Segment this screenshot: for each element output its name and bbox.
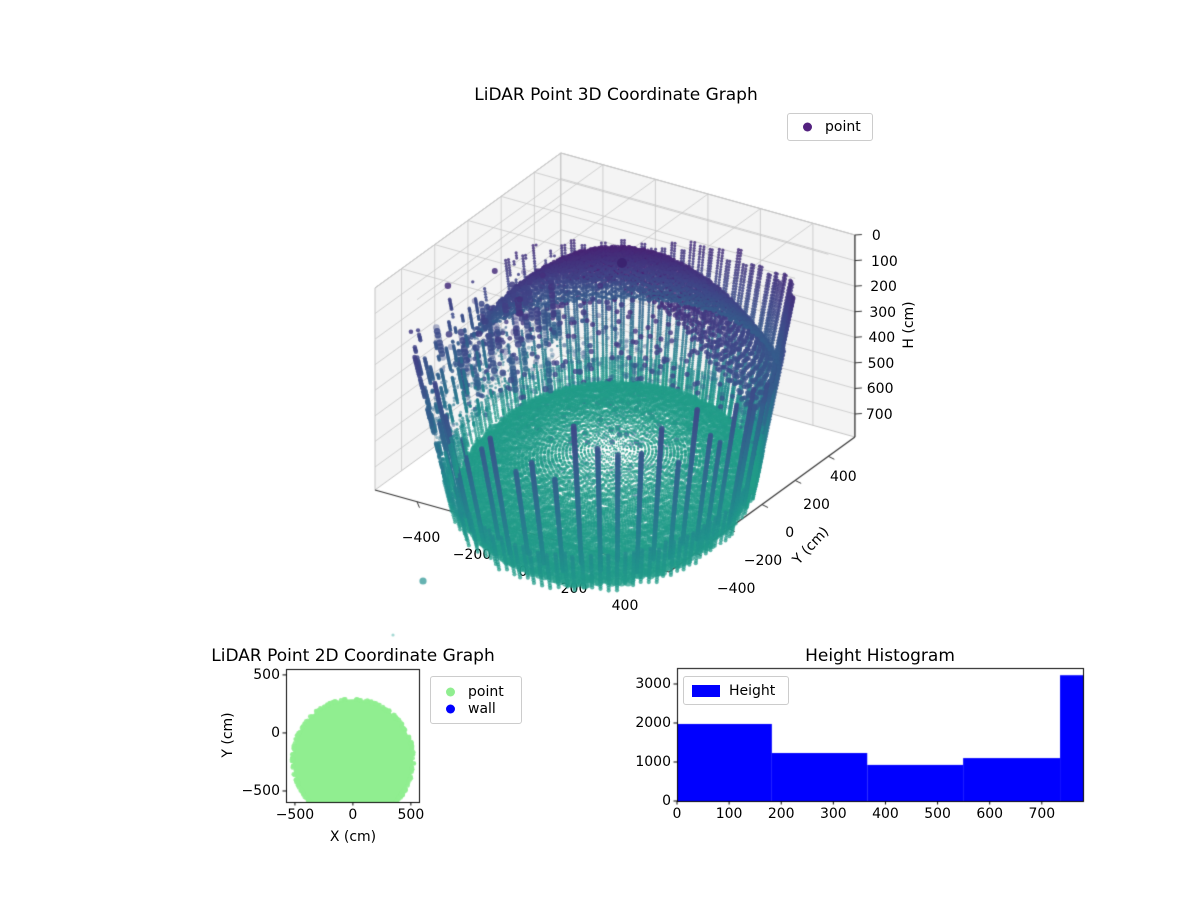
figure: −400−2000200400−400−20002004000100200300… xyxy=(0,0,1200,900)
plots-canvas xyxy=(0,0,1200,900)
